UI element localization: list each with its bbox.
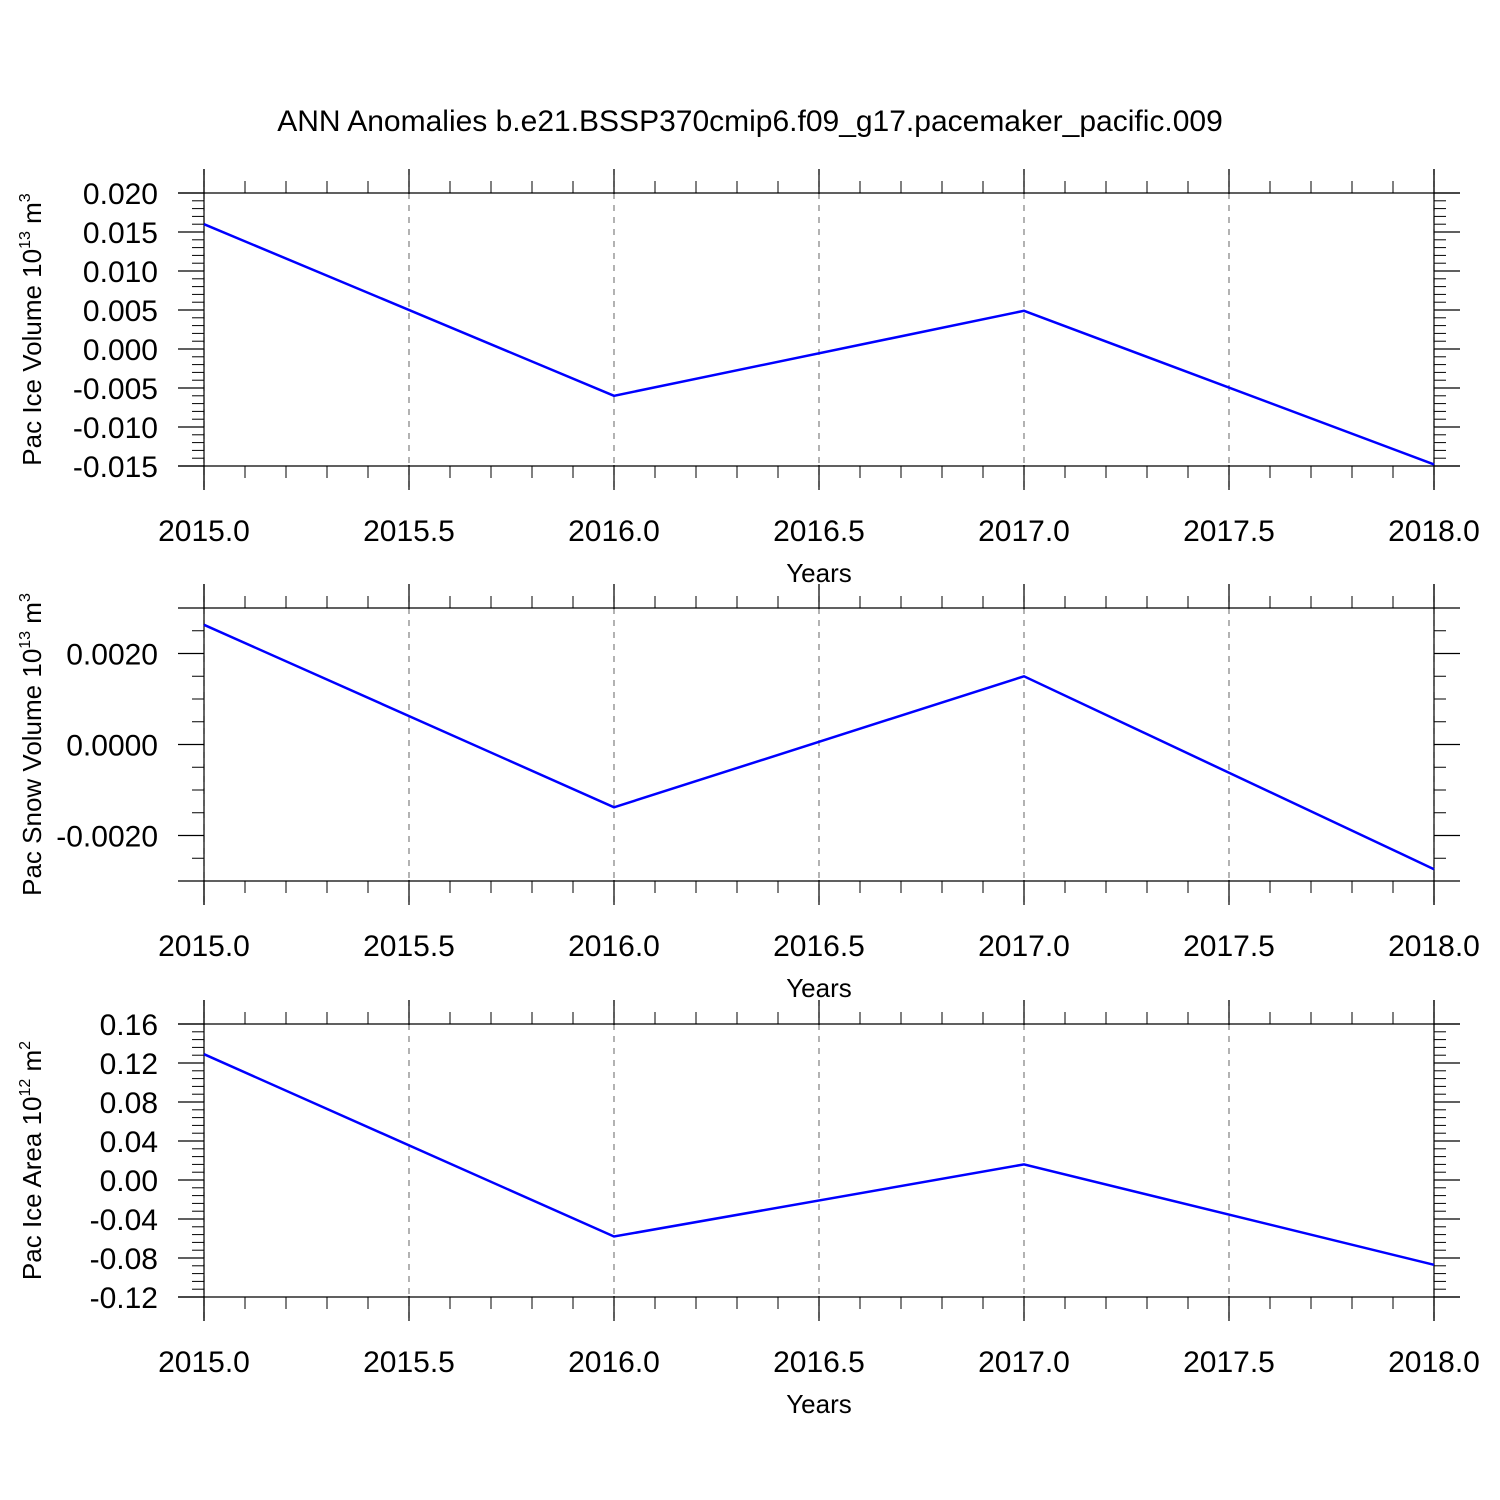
x-tick-label: 2015.5 (363, 515, 455, 548)
x-tick-label: 2017.5 (1183, 515, 1275, 548)
x-tick-label: 2016.0 (568, 515, 660, 548)
x-tick-label: 2018.0 (1388, 1346, 1480, 1379)
y-tick-label: 0.015 (83, 217, 158, 250)
x-tick-label: 2017.0 (978, 515, 1070, 548)
x-tick-label: 2018.0 (1388, 515, 1480, 548)
y-tick-label: 0.16 (100, 1009, 158, 1042)
y-tick-label: 0.020 (83, 178, 158, 211)
y-tick-label: -0.015 (73, 451, 158, 484)
x-tick-label: 2017.5 (1183, 1346, 1275, 1379)
y-tick-label: 0.04 (100, 1126, 158, 1159)
x-tick-label: 2015.5 (363, 1346, 455, 1379)
x-tick-label: 2016.0 (568, 1346, 660, 1379)
y-tick-label: 0.000 (83, 334, 158, 367)
y-tick-label: 0.00 (100, 1165, 158, 1198)
y-tick-label: 0.08 (100, 1087, 158, 1120)
y-tick-label: 0.0000 (66, 730, 158, 763)
x-tick-label: 2018.0 (1388, 930, 1480, 963)
x-tick-label: 2016.0 (568, 930, 660, 963)
y-tick-label: -0.005 (73, 373, 158, 406)
y-tick-label: -0.12 (90, 1282, 158, 1315)
y-tick-label: 0.0020 (66, 639, 158, 672)
x-axis-label: Years (786, 558, 852, 588)
y-tick-label: -0.0020 (56, 821, 158, 854)
x-tick-label: 2017.5 (1183, 930, 1275, 963)
y-tick-label: -0.08 (90, 1243, 158, 1276)
y-axis-label: Pac Ice Volume 1013 m3 (17, 193, 47, 466)
series-line (203, 623, 1435, 871)
series-line (203, 1053, 1435, 1267)
series-line (203, 223, 1435, 466)
panel-ice-area: -0.12 -0.08 -0.04 0.00 0.04 0.08 0.12 0.16 2015.… (17, 1000, 1480, 1419)
y-tick-label: 0.010 (83, 256, 158, 289)
y-axis-label: Pac Ice Area 1012 m2 (17, 1041, 47, 1280)
y-tick-label: 0.005 (83, 295, 158, 328)
y-axis-label: Pac Snow Volume 1013 m3 (17, 593, 47, 896)
x-tick-label: 2015.0 (158, 1346, 250, 1379)
x-tick-label: 2016.5 (773, 515, 865, 548)
x-tick-label: 2016.5 (773, 1346, 865, 1379)
y-tick-label: 0.12 (100, 1048, 158, 1081)
panel-snow-volume: -0.0020 0.0000 0.0020 2015.0 2015.5 2016.0 201… (17, 584, 1480, 1003)
x-tick-label: 2016.5 (773, 930, 865, 963)
x-axis-label: Years (786, 973, 852, 1003)
panel-ice-volume: -0.015 -0.010 -0.005 0.000 0.005 0.010 0.015 0.… (17, 169, 1480, 588)
x-axis-label: Years (786, 1389, 852, 1419)
x-tick-label: 2015.0 (158, 515, 250, 548)
x-tick-label: 2017.0 (978, 930, 1070, 963)
y-tick-label: -0.010 (73, 412, 158, 445)
y-tick-label: -0.04 (90, 1204, 158, 1237)
figure-title: ANN Anomalies b.e21.BSSP370cmip6.f09_g17… (277, 105, 1223, 138)
x-tick-label: 2017.0 (978, 1346, 1070, 1379)
x-tick-label: 2015.5 (363, 930, 455, 963)
x-tick-label: 2015.0 (158, 930, 250, 963)
